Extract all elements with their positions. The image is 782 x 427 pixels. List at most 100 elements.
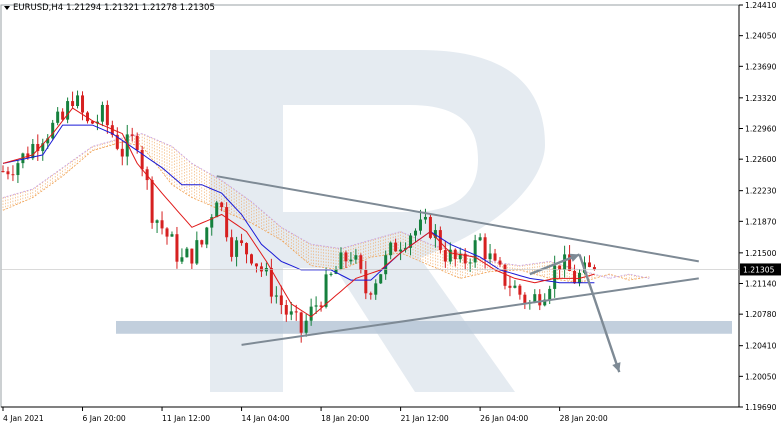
time-tick-label: 26 Jan 04:00 [480,414,528,423]
candle-body [349,259,353,262]
candle-body [394,242,398,252]
candle-body [46,138,50,144]
candle-body [1,171,5,173]
support-zone [116,320,732,334]
candle-body [279,295,283,306]
triangle-upper-line [216,175,699,263]
candles [1,90,596,343]
kijun-sen-line [2,124,595,284]
candle-body [71,101,75,107]
candle-body [165,228,169,237]
candle-body [503,264,507,286]
logo-watermark-shape [210,50,545,392]
candle-body [314,305,318,307]
candle-body [269,268,273,297]
candle-body [130,134,134,136]
candle-body [245,243,249,255]
candle-body [125,134,129,157]
candle-body [592,267,596,270]
candle-body [180,257,184,262]
candle-body [309,306,313,321]
candle-body [299,312,303,333]
price-tick-label: 1.22230 [745,187,777,196]
price-tick-label: 1.20780 [745,310,777,319]
candle-body [324,274,328,307]
candle-body [334,269,338,274]
price-tick-label: 1.21140 [745,280,777,289]
candle-body [274,295,278,297]
candle-body [195,240,199,264]
candle-body [389,242,393,256]
candle-body [518,285,522,295]
candle-body [379,274,383,284]
arrow-up-head [569,253,580,262]
candle-body [115,134,119,149]
candle-body [498,260,502,265]
candle-body [205,227,209,245]
candle-body [66,101,70,120]
candle-body [304,320,308,333]
candle-body [254,263,258,267]
candle-body [150,180,154,223]
candle-body [160,220,164,229]
candle-body [294,311,298,313]
candle-body [443,250,447,262]
trend-drawings [216,175,699,373]
candle-body [230,237,234,257]
price-tick-label: 1.22960 [745,124,777,133]
time-tick-label: 11 Jan 12:00 [162,414,210,423]
candle-body [344,252,348,262]
candle-body [51,122,55,139]
dropdown-arrow-icon[interactable] [4,6,10,10]
candle-body [414,230,418,236]
candle-body [448,249,452,262]
time-tick-label: 6 Jan 20:00 [83,414,126,423]
candle-body [105,104,109,126]
candle-body [538,294,542,306]
price-tick-label: 1.23320 [745,94,777,103]
candle-body [558,265,562,270]
candle-body [364,269,368,294]
candle-body [548,288,552,300]
candle-body [120,148,124,157]
candle-body [553,265,557,289]
candle-body [513,285,517,288]
candle-body [100,104,104,122]
price-tick-label: 1.20410 [745,342,777,351]
symbol-label: EURUSD,H4 [13,3,64,13]
candle-body [329,273,333,275]
current-price-label: 1.21305 [743,265,775,274]
candle-body [90,121,94,124]
candle-body [468,262,472,264]
price-tick-label: 1.24050 [745,32,777,41]
candle-body [409,235,413,248]
candle-body [170,234,174,237]
candle-body [473,240,477,263]
candle-body [483,237,487,260]
candle-body [523,294,527,304]
candle-body [200,240,204,245]
candle-body [284,305,288,315]
candle-body [488,253,492,260]
tenkan-sen-line [2,107,595,318]
candle-body [399,249,403,252]
candle-body [21,153,25,164]
current-price-tag [740,263,781,276]
candle-body [533,294,537,303]
candle-body [135,135,139,151]
candle-body [85,112,89,122]
candle-body [453,249,457,260]
candle-body [210,217,214,228]
candle-body [215,202,219,218]
symbol-header[interactable]: EURUSD,H4 1.21294 1.21321 1.21278 1.2130… [4,3,215,13]
candle-body [259,266,263,272]
candle-body [289,311,293,315]
time-tick-label: 21 Jan 12:00 [401,414,449,423]
price-tick-label: 1.19690 [745,403,777,412]
candle-body [6,171,10,175]
price-tick-label: 1.24410 [745,1,777,10]
candle-body [543,299,547,306]
